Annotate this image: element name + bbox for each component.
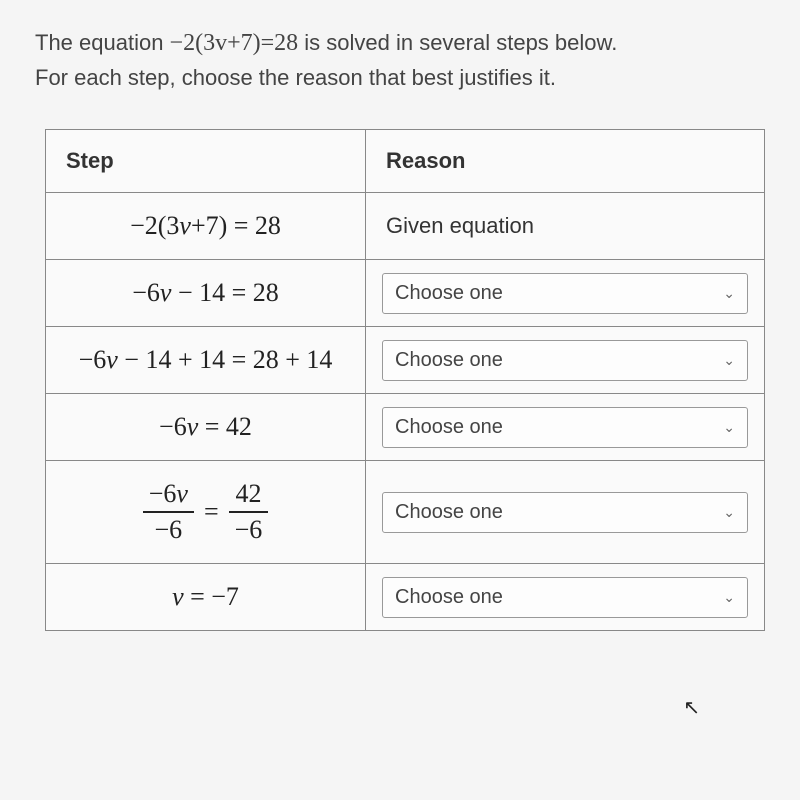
step-cell: −6v−6=42−6 bbox=[46, 461, 366, 564]
reason-text: Given equation bbox=[382, 207, 748, 245]
chevron-down-icon: ⌄ bbox=[723, 504, 735, 521]
prompt-post: is solved in several steps below. bbox=[298, 30, 617, 55]
dropdown-label: Choose one bbox=[395, 349, 503, 372]
chevron-down-icon: ⌄ bbox=[723, 285, 735, 302]
step-cell: −6v − 14 + 14 = 28 + 14 bbox=[46, 327, 366, 394]
chevron-down-icon: ⌄ bbox=[723, 419, 735, 436]
prompt-line2: For each step, choose the reason that be… bbox=[35, 65, 556, 90]
steps-table: Step Reason −2(3v+7) = 28Given equation−… bbox=[45, 129, 765, 631]
reason-cell: Choose one ⌄ bbox=[366, 564, 765, 631]
step-cell: v = −7 bbox=[46, 564, 366, 631]
header-reason: Reason bbox=[366, 130, 765, 193]
prompt-pre: The equation bbox=[35, 30, 170, 55]
reason-cell: Choose one ⌄ bbox=[366, 461, 765, 564]
problem-prompt: The equation −2(3v+7)=28 is solved in se… bbox=[35, 25, 765, 94]
reason-cell: Choose one ⌄ bbox=[366, 327, 765, 394]
dropdown-label: Choose one bbox=[395, 416, 503, 439]
table-row: −6v = 42 Choose one ⌄ bbox=[46, 394, 765, 461]
dropdown-label: Choose one bbox=[395, 501, 503, 524]
table-row: −6v − 14 = 28 Choose one ⌄ bbox=[46, 260, 765, 327]
chevron-down-icon: ⌄ bbox=[723, 352, 735, 369]
mouse-cursor-icon: ↖ bbox=[683, 695, 700, 720]
header-step: Step bbox=[46, 130, 366, 193]
reason-dropdown[interactable]: Choose one ⌄ bbox=[382, 577, 748, 618]
reason-cell: Given equation bbox=[366, 193, 765, 260]
step-cell: −2(3v+7) = 28 bbox=[46, 193, 366, 260]
dropdown-label: Choose one bbox=[395, 282, 503, 305]
reason-dropdown[interactable]: Choose one ⌄ bbox=[382, 492, 748, 533]
table-row: −2(3v+7) = 28 Given equation bbox=[46, 193, 765, 260]
reason-dropdown[interactable]: Choose one ⌄ bbox=[382, 407, 748, 448]
chevron-down-icon: ⌄ bbox=[723, 589, 735, 606]
table-row: v = −7 Choose one ⌄ bbox=[46, 564, 765, 631]
reason-cell: Choose one ⌄ bbox=[366, 394, 765, 461]
step-cell: −6v − 14 = 28 bbox=[46, 260, 366, 327]
table-row: −6v−6=42−6 Choose one ⌄ bbox=[46, 461, 765, 564]
table-row: −6v − 14 + 14 = 28 + 14 Choose one ⌄ bbox=[46, 327, 765, 394]
step-cell: −6v = 42 bbox=[46, 394, 366, 461]
reason-cell: Choose one ⌄ bbox=[366, 260, 765, 327]
reason-dropdown[interactable]: Choose one ⌄ bbox=[382, 340, 748, 381]
prompt-equation: −2(3v+7)=28 bbox=[170, 30, 299, 56]
dropdown-label: Choose one bbox=[395, 586, 503, 609]
reason-dropdown[interactable]: Choose one ⌄ bbox=[382, 273, 748, 314]
